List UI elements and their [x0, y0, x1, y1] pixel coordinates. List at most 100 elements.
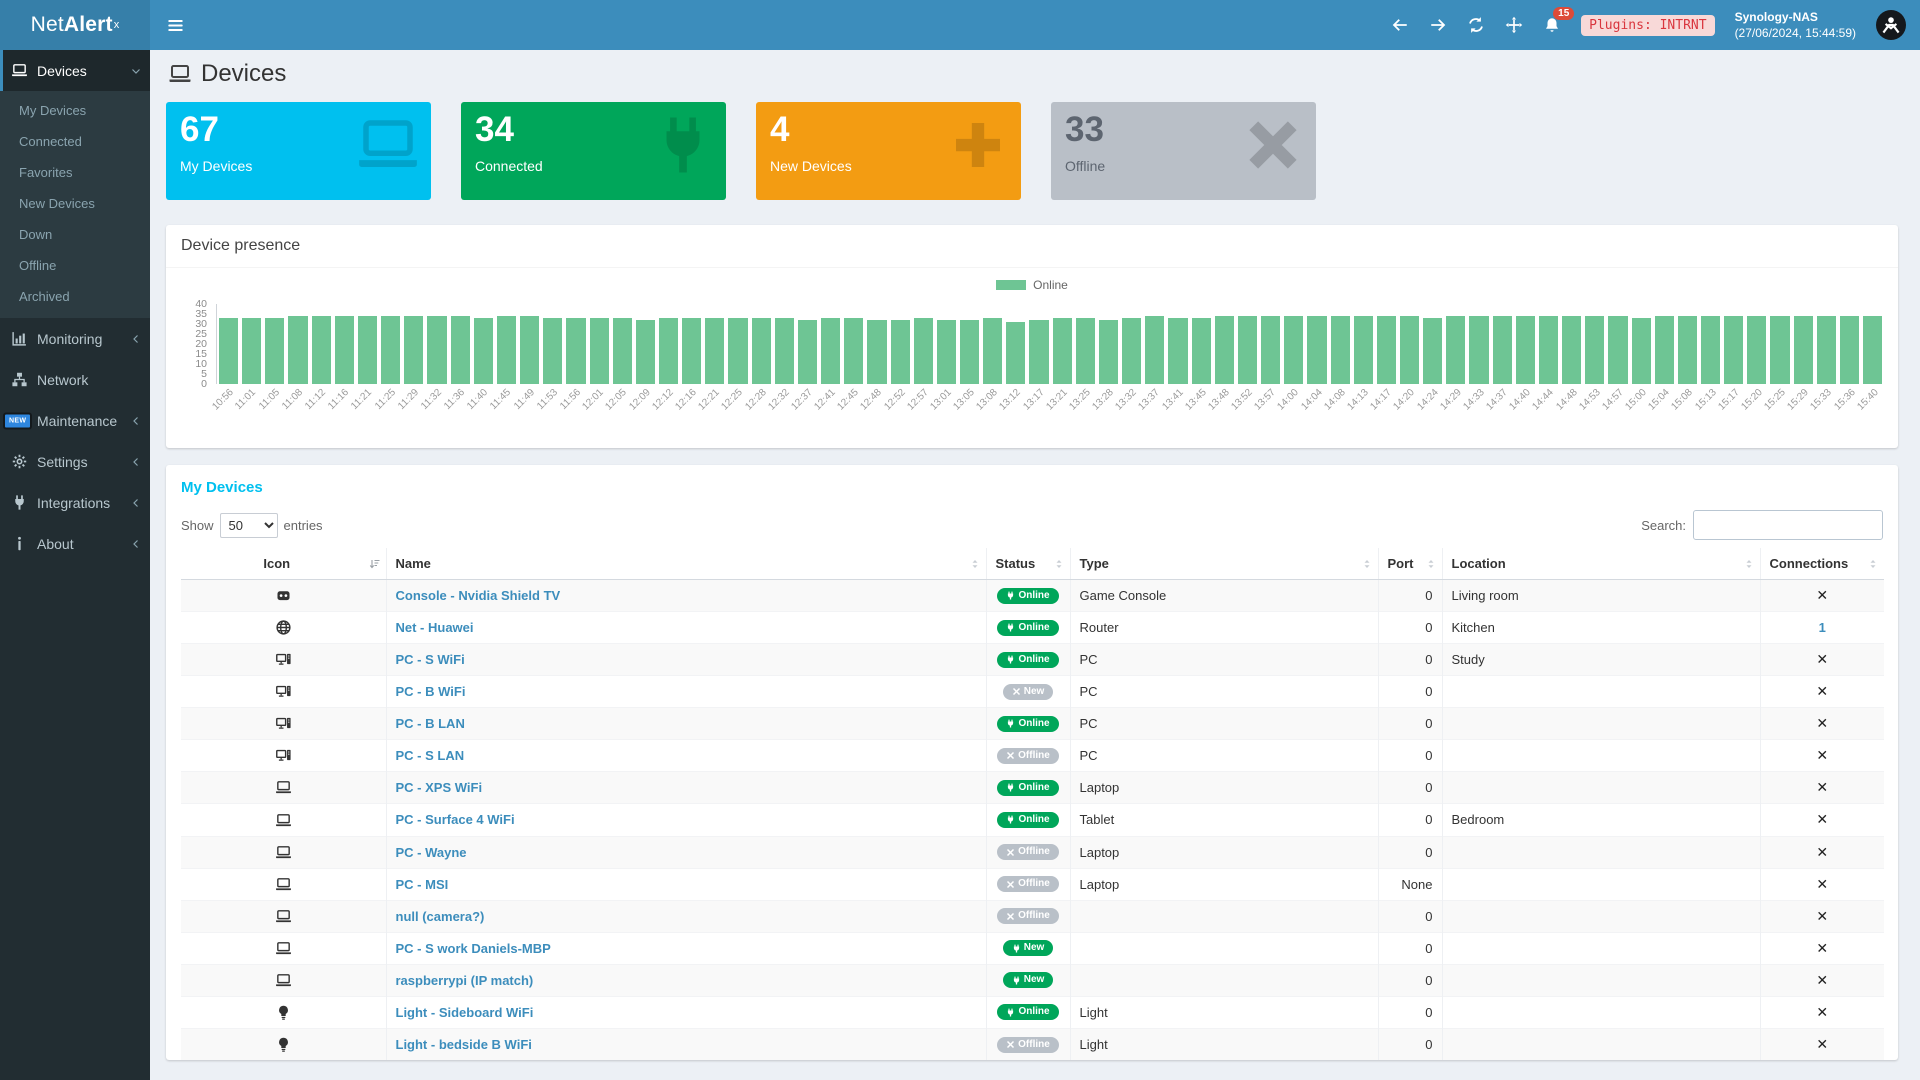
x-tick: 12:32: [766, 384, 795, 440]
sidebar-item-integrations[interactable]: Integrations: [0, 482, 150, 523]
device-name-link[interactable]: Console - Nvidia Shield TV: [395, 588, 561, 604]
x-tick: 12:21: [697, 384, 726, 440]
device-port-cell: 0: [1377, 643, 1442, 676]
sidebar-item-monitoring[interactable]: Monitoring: [0, 318, 150, 359]
delete-device-icon[interactable]: ✕: [1816, 875, 1829, 892]
sidebar-item-settings[interactable]: Settings: [0, 441, 150, 482]
device-name-link[interactable]: Light - bedside B WiFi: [395, 1037, 532, 1053]
column-header-location[interactable]: Location: [1441, 548, 1760, 580]
chart-bar: [705, 318, 725, 384]
device-name-link[interactable]: Light - Sideboard WiFi: [395, 1004, 534, 1020]
device-type-cell: [1069, 963, 1378, 997]
page-size-select[interactable]: 50: [219, 512, 278, 538]
device-name-link[interactable]: PC - Wayne: [395, 844, 467, 860]
x-tick: 12:12: [650, 384, 679, 440]
chart-bar: [1538, 316, 1559, 384]
stat-card-connected[interactable]: 34 Connected: [461, 102, 726, 200]
delete-device-icon[interactable]: ✕: [1816, 1003, 1829, 1020]
device-name-link[interactable]: Net - Huawei: [395, 620, 474, 636]
plug-icon: [1006, 655, 1015, 664]
chart-legend[interactable]: Online: [166, 268, 1898, 298]
sidebar-item-network[interactable]: Network: [0, 359, 150, 400]
device-name-link[interactable]: null (camera?): [395, 908, 485, 924]
sidebar-subitem-favorites[interactable]: Favorites: [19, 165, 73, 180]
delete-device-icon[interactable]: ✕: [1816, 1036, 1829, 1053]
sidebar-subitem-connected[interactable]: Connected: [19, 134, 82, 149]
column-header-type[interactable]: Type: [1069, 548, 1378, 580]
plugins-status-badge[interactable]: Plugins: INTRNT: [1581, 14, 1715, 36]
sidebar-toggle-button[interactable]: [150, 0, 201, 50]
device-name-cell: PC - Surface 4 WiFi: [385, 803, 986, 836]
device-name-link[interactable]: PC - Surface 4 WiFi: [395, 812, 515, 828]
device-connections-cell: ✕: [1759, 707, 1884, 740]
chart-bar: [566, 318, 586, 384]
x-tick: 14:33: [1461, 384, 1490, 440]
sidebar-item-maintenance[interactable]: NEW Maintenance: [0, 400, 150, 441]
chart-bar: [1075, 318, 1095, 384]
column-header-port[interactable]: Port: [1377, 548, 1442, 580]
move-button[interactable]: [1505, 16, 1523, 34]
delete-device-icon[interactable]: ✕: [1816, 939, 1829, 956]
stat-card-new-devices[interactable]: 4 New Devices: [756, 102, 1021, 200]
device-name-link[interactable]: PC - S LAN: [395, 748, 465, 764]
refresh-button[interactable]: [1467, 16, 1485, 34]
x-tick: 14:44: [1531, 384, 1560, 440]
chart-bar: [1376, 316, 1396, 384]
sidebar-subitem-offline[interactable]: Offline: [19, 258, 57, 273]
column-header-name[interactable]: Name: [385, 548, 986, 580]
chart-bar: [242, 318, 262, 384]
move-icon: [1505, 16, 1523, 34]
y-tick-label: 20: [195, 338, 207, 350]
nav-forward-button[interactable]: [1429, 16, 1447, 34]
nav-back-button[interactable]: [1391, 16, 1409, 34]
device-name-cell: Light - bedside B WiFi: [385, 1027, 986, 1061]
device-port-cell: 0: [1377, 707, 1442, 740]
delete-device-icon[interactable]: ✕: [1816, 651, 1829, 668]
column-header-status[interactable]: Status: [985, 548, 1070, 580]
connections-count-link[interactable]: 1: [1818, 620, 1826, 636]
stat-card-offline[interactable]: 33 Offline: [1051, 102, 1316, 200]
table-row: raspberrypi (IP match) New 0 ✕: [181, 963, 1884, 997]
user-avatar[interactable]: [1876, 10, 1906, 40]
device-name-cell: Light - Sideboard WiFi: [385, 995, 986, 1029]
delete-device-icon[interactable]: ✕: [1816, 907, 1829, 924]
column-header-connections[interactable]: Connections: [1759, 548, 1884, 580]
delete-device-icon[interactable]: ✕: [1816, 971, 1829, 988]
x-tick: 11:08: [280, 384, 309, 440]
column-header-icon[interactable]: Icon: [181, 548, 386, 580]
sidebar-item-devices[interactable]: Devices: [0, 50, 150, 91]
x-tick: 14:17: [1368, 384, 1398, 440]
device-name-link[interactable]: PC - B WiFi: [395, 684, 466, 700]
delete-device-icon[interactable]: ✕: [1816, 715, 1829, 732]
search-input[interactable]: [1693, 510, 1883, 540]
device-location-cell: [1441, 931, 1760, 965]
desktop-icon: [275, 683, 292, 700]
x-tick: 12:01: [581, 384, 610, 440]
device-name-link[interactable]: raspberrypi (IP match): [395, 972, 534, 988]
laptop-icon: [275, 972, 292, 989]
app-logo[interactable]: Net Alert x: [0, 0, 150, 50]
devices-table: Icon Name Status Type Port Location Connection…: [181, 548, 1884, 1061]
device-port-cell: 0: [1377, 995, 1442, 1029]
sidebar-item-about[interactable]: About: [0, 523, 150, 564]
chart-bar: [1677, 316, 1697, 384]
device-name-link[interactable]: PC - S work Daniels-MBP: [395, 940, 551, 956]
delete-device-icon[interactable]: ✕: [1816, 747, 1829, 764]
device-name-link[interactable]: PC - S WiFi: [395, 652, 465, 668]
delete-device-icon[interactable]: ✕: [1816, 779, 1829, 796]
device-name-link[interactable]: PC - XPS WiFi: [395, 780, 483, 796]
delete-device-icon[interactable]: ✕: [1816, 587, 1829, 604]
delete-device-icon[interactable]: ✕: [1816, 683, 1829, 700]
device-icon-cell: [181, 867, 386, 901]
sidebar-subitem-my-devices[interactable]: My Devices: [19, 103, 87, 118]
chart-bar: [543, 318, 563, 384]
sidebar-subitem-archived[interactable]: Archived: [19, 289, 70, 304]
device-name-link[interactable]: PC - B LAN: [395, 716, 465, 732]
device-name-link[interactable]: PC - MSI: [395, 876, 449, 892]
sidebar-subitem-down[interactable]: Down: [19, 227, 53, 242]
delete-device-icon[interactable]: ✕: [1816, 843, 1829, 860]
sidebar-subitem-new-devices[interactable]: New Devices: [19, 196, 95, 211]
stat-card-my-devices[interactable]: 67 My Devices: [166, 102, 431, 200]
delete-device-icon[interactable]: ✕: [1816, 811, 1829, 828]
notifications-button[interactable]: 15: [1543, 7, 1575, 34]
